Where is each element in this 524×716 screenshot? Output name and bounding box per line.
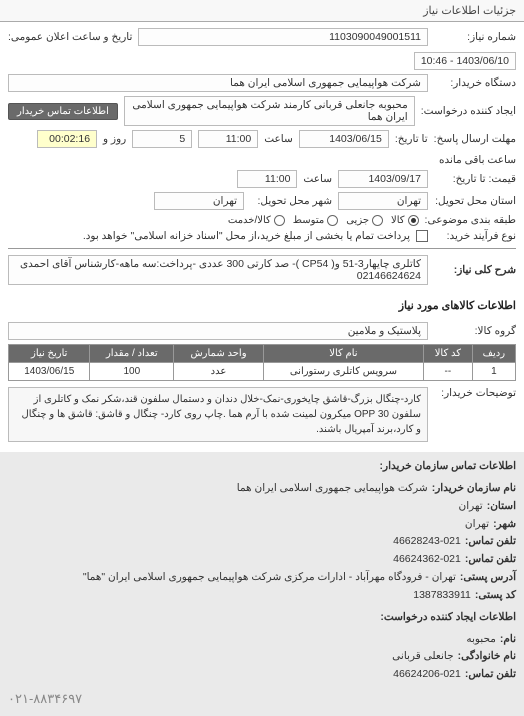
row-summary: شرح کلی نیاز: کاتلری چایهار3-51 و( CP54 …	[8, 255, 516, 285]
row-group: گروه کالا: پلاستیک و ملامین	[8, 322, 516, 340]
contact-fax: تلفن تماس:46624362-021	[8, 551, 516, 569]
radio-goods[interactable]: کالا	[391, 215, 419, 226]
request-no-label: شماره نیاز:	[434, 31, 516, 43]
th-name: نام کالا	[263, 345, 423, 363]
contact-ctel: تلفن تماس:46624206-021	[8, 666, 516, 684]
th-date: تاریخ نیاز	[9, 345, 90, 363]
td-row: 1	[472, 363, 515, 381]
items-section-title: اطلاعات کالاهای مورد نیاز	[0, 295, 524, 316]
items-section: گروه کالا: پلاستیک و ملامین ردیف کد کالا…	[0, 316, 524, 452]
province-value: تهران	[338, 192, 428, 210]
radio-dot-icon	[274, 215, 285, 226]
radio-partial[interactable]: جزیی	[346, 215, 383, 226]
th-qty: تعداد / مقدار	[90, 345, 174, 363]
quote-time: 11:00	[237, 170, 297, 188]
remain-days: 5	[132, 130, 192, 148]
datetime-value: 1403/06/10 - 10:46	[414, 52, 516, 70]
row-province: استان محل تحویل: تهران شهر محل تحویل: ته…	[8, 192, 516, 210]
quote-date: 1403/09/17	[338, 170, 428, 188]
td-date: 1403/06/15	[9, 363, 90, 381]
quote-time-label: ساعت	[303, 173, 332, 185]
deadline-time-label: ساعت	[264, 133, 293, 145]
tab-title: جزئیات اطلاعات نیاز	[423, 5, 516, 17]
row-budget: طبقه بندی موضوعی: کالا جزیی متوسط کالا/خ…	[8, 214, 516, 226]
deadline-until: تا تاریخ:	[395, 133, 428, 145]
contact-lname: نام خانوادگی:جانعلی قربانی	[8, 648, 516, 666]
tab-header: جزئیات اطلاعات نیاز	[0, 0, 524, 22]
divider	[8, 248, 516, 249]
form-section: شماره نیاز: 1103090049001511 تاریخ و ساع…	[0, 22, 524, 295]
remain-suffix: ساعت باقی مانده	[439, 154, 516, 166]
quote-label: قیمت: تا تاریخ:	[434, 173, 516, 185]
creator-title: اطلاعات ایجاد کننده درخواست:	[8, 609, 516, 627]
row-quote: قیمت: تا تاریخ: 1403/09/17 ساعت 11:00	[8, 170, 516, 188]
creator-label: ایجاد کننده درخواست:	[421, 105, 516, 117]
td-code: --	[424, 363, 473, 381]
contact-prov: استان:تهران	[8, 498, 516, 516]
contact-org: نام سازمان خریدار:شرکت هواپیمایی جمهوری …	[8, 480, 516, 498]
table-header-row: ردیف کد کالا نام کالا واحد شمارش تعداد /…	[9, 345, 516, 363]
items-table: ردیف کد کالا نام کالا واحد شمارش تعداد /…	[8, 344, 516, 381]
th-unit: واحد شمارش	[174, 345, 264, 363]
process-text: پرداخت تمام یا بخشی از مبلغ خرید،از محل …	[8, 230, 410, 242]
contact-name: نام:محبوبه	[8, 631, 516, 649]
group-value: پلاستیک و ملامین	[8, 322, 428, 340]
radio-medium[interactable]: متوسط	[293, 215, 338, 226]
deadline-time: 11:00	[198, 130, 258, 148]
th-row: ردیف	[472, 345, 515, 363]
city-label: شهر محل تحویل:	[250, 195, 332, 207]
desc-value: کارد-چنگال بزرگ-قاشق چایخوری-نمک-خلال دن…	[8, 387, 428, 442]
creator-value: محبوبه جانعلی قربانی کارمند شرکت هواپیما…	[124, 96, 415, 126]
datetime-label: تاریخ و ساعت اعلان عمومی:	[8, 31, 132, 43]
th-code: کد کالا	[424, 345, 473, 363]
row-desc: توضیحات خریدار: کارد-چنگال بزرگ-قاشق چای…	[8, 387, 516, 442]
td-unit: عدد	[174, 363, 264, 381]
row-creator: ایجاد کننده درخواست: محبوبه جانعلی قربان…	[8, 96, 516, 126]
city-value: تهران	[154, 192, 244, 210]
table-row: 1 -- سرویس کاتلری رستورانی عدد 100 1403/…	[9, 363, 516, 381]
deadline-date: 1403/06/15	[299, 130, 389, 148]
td-name: سرویس کاتلری رستورانی	[263, 363, 423, 381]
budget-label: طبقه بندی موضوعی:	[425, 214, 516, 226]
summary-value: کاتلری چایهار3-51 و( CP54 )- صد کارتی 30…	[8, 255, 428, 285]
group-label: گروه کالا:	[434, 325, 516, 337]
radio-dot-icon	[408, 215, 419, 226]
radio-dot-icon	[327, 215, 338, 226]
budget-radio-group: کالا جزیی متوسط کالا/خدمت	[228, 215, 419, 226]
footer-tel: ۰۲۱-۸۸۳۴۶۹۷	[8, 688, 516, 710]
row-process: نوع فرآیند خرید: پرداخت تمام یا بخشی از …	[8, 230, 516, 242]
process-checkbox[interactable]	[416, 230, 428, 242]
remain-days-label: روز و	[103, 133, 126, 145]
desc-label: توضیحات خریدار:	[434, 387, 516, 399]
contact-title: اطلاعات تماس سازمان خریدار:	[8, 458, 516, 476]
contact-zip: کد پستی:1387833911	[8, 587, 516, 605]
radio-dot-icon	[372, 215, 383, 226]
deadline-label: مهلت ارسال پاسخ:	[434, 133, 516, 145]
summary-label: شرح کلی نیاز:	[434, 264, 516, 276]
buyer-value: شرکت هواپیمایی جمهوری اسلامی ایران هما	[8, 74, 428, 92]
contact-addr: آدرس پستی:تهران - فرودگاه مهرآباد - ادار…	[8, 569, 516, 587]
contact-tel: تلفن تماس:46628243-021	[8, 533, 516, 551]
contact-section: اطلاعات تماس سازمان خریدار: نام سازمان خ…	[0, 452, 524, 716]
process-label: نوع فرآیند خرید:	[434, 230, 516, 242]
td-qty: 100	[90, 363, 174, 381]
row-buyer: دستگاه خریدار: شرکت هواپیمایی جمهوری اسل…	[8, 74, 516, 92]
contact-info-button[interactable]: اطلاعات تماس خریدار	[8, 103, 118, 120]
row-request-no: شماره نیاز: 1103090049001511 تاریخ و ساع…	[8, 28, 516, 70]
row-deadline: مهلت ارسال پاسخ: تا تاریخ: 1403/06/15 سا…	[8, 130, 516, 166]
contact-city: شهر:تهران	[8, 516, 516, 534]
province-label: استان محل تحویل:	[434, 195, 516, 207]
request-no-value: 1103090049001511	[138, 28, 428, 46]
buyer-label: دستگاه خریدار:	[434, 77, 516, 89]
remain-time: 00:02:16	[37, 130, 97, 148]
radio-cash[interactable]: کالا/خدمت	[228, 215, 285, 226]
